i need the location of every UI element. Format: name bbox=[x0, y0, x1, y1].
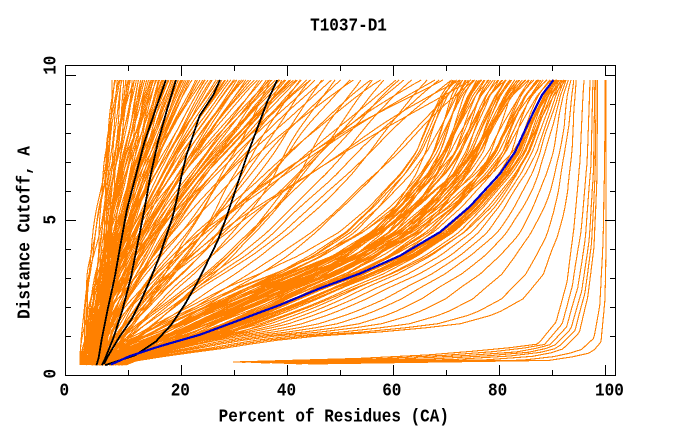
svg-text:0: 0 bbox=[42, 369, 62, 379]
svg-text:5: 5 bbox=[42, 215, 62, 225]
svg-text:T1037-D1: T1037-D1 bbox=[310, 17, 387, 37]
svg-text:10: 10 bbox=[42, 56, 62, 75]
svg-text:Percent of Residues (CA): Percent of Residues (CA) bbox=[219, 407, 449, 427]
svg-text:0: 0 bbox=[60, 382, 70, 402]
svg-text:40: 40 bbox=[277, 382, 296, 402]
svg-text:100: 100 bbox=[595, 382, 624, 402]
svg-text:Distance Cutoff, A: Distance Cutoff, A bbox=[16, 146, 36, 319]
svg-text:80: 80 bbox=[488, 382, 507, 402]
svg-text:20: 20 bbox=[171, 382, 190, 402]
svg-text:60: 60 bbox=[382, 382, 401, 402]
